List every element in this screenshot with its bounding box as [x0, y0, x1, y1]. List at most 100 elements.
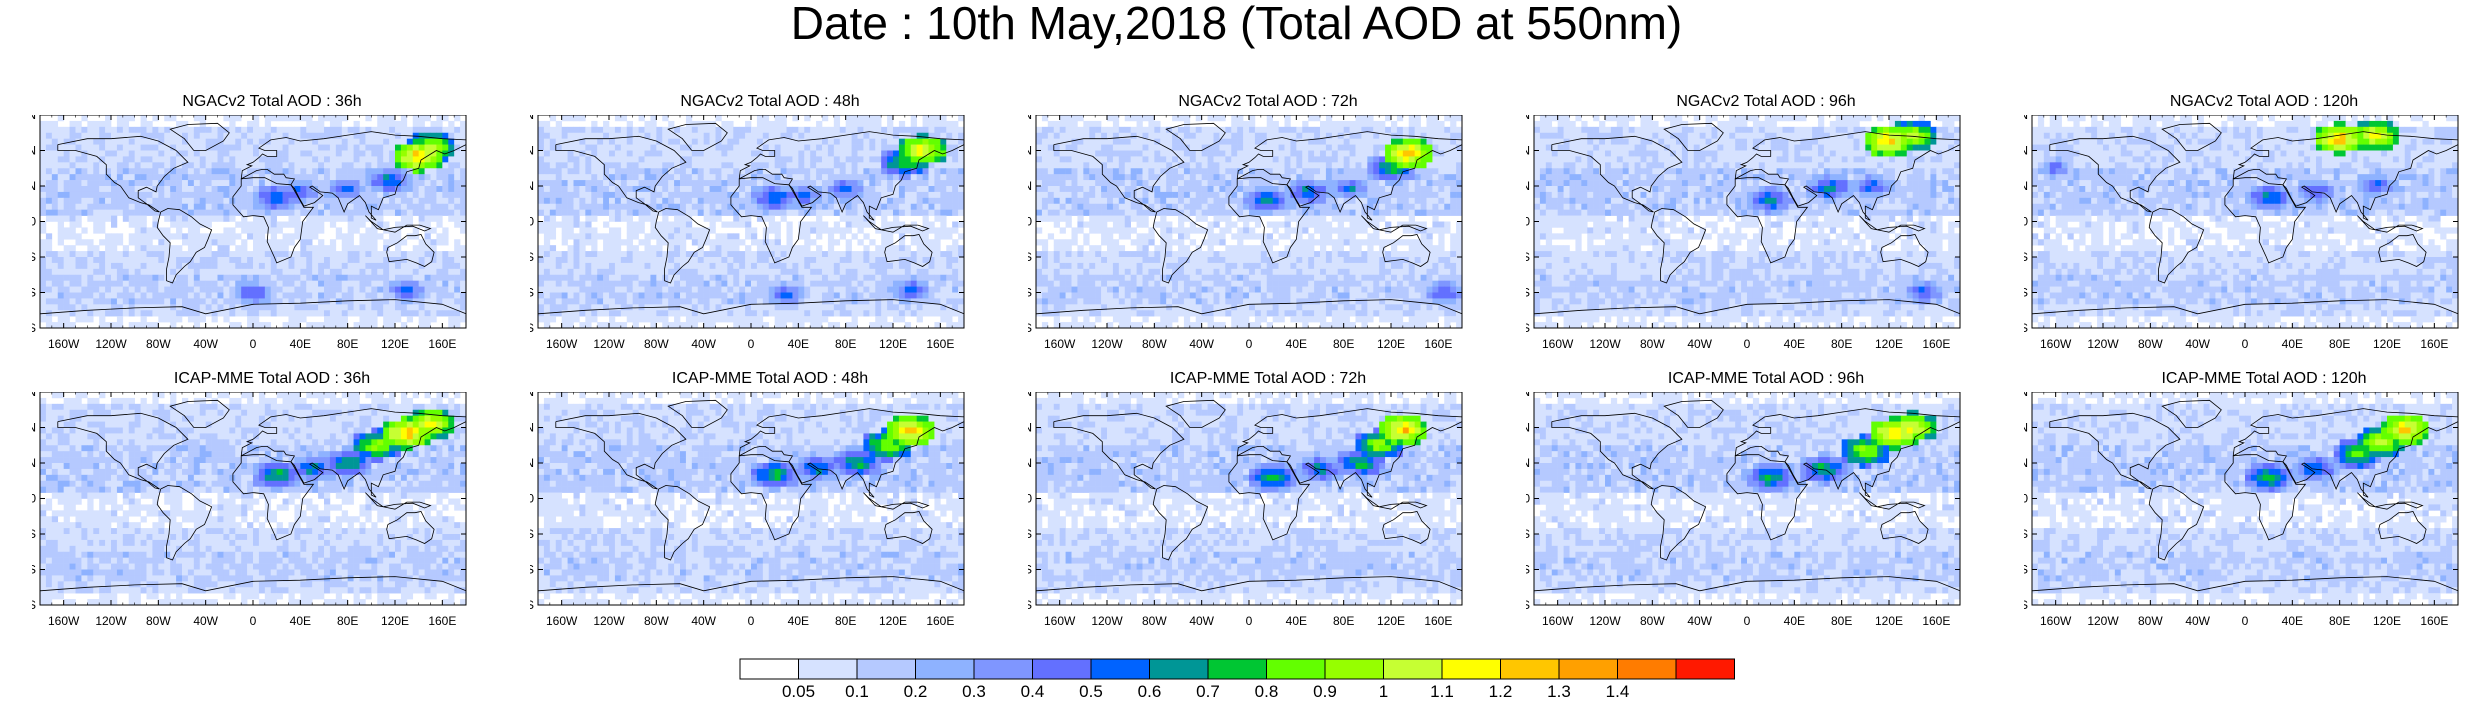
lon-tick-label: 120W	[593, 614, 625, 628]
lat-tick-label: 90N	[1028, 392, 1032, 399]
lat-tick-label: 60N	[1526, 144, 1530, 158]
colorbar-label: 1.2	[1489, 682, 1513, 701]
lon-tick-label: 40E	[2282, 337, 2303, 351]
lon-tick-label: 120E	[2373, 337, 2401, 351]
panel-title: NGACv2 Total AOD : 96h	[1526, 93, 2006, 111]
lon-tick-label: 80W	[644, 614, 669, 628]
lat-tick-label: 90N	[32, 115, 36, 122]
lon-tick-label: 80E	[2329, 614, 2350, 628]
colorbar-label: 0.8	[1255, 682, 1279, 701]
lon-tick-label: 120W	[593, 337, 625, 351]
panel-title: ICAP-MME Total AOD : 36h	[32, 370, 512, 388]
lat-tick-label: 30S	[32, 250, 36, 264]
lon-tick-label: 0	[2242, 337, 2249, 351]
panel-title: NGACv2 Total AOD : 72h	[1028, 93, 1508, 111]
lon-tick-label: 0	[250, 337, 257, 351]
aod-map: 90N 60N 30N 0 30S 60S 90S 160W 120W 80W 40W 0 40E 80E…	[1526, 115, 1961, 351]
colorbar-label: 1.3	[1547, 682, 1571, 701]
lon-tick-label: 40E	[1286, 614, 1307, 628]
lon-tick-label: 80W	[1142, 614, 1167, 628]
lon-tick-label: 120E	[879, 337, 907, 351]
lon-tick-label: 40E	[1784, 337, 1805, 351]
figure-title: Date : 10th May,2018 (Total AOD at 550nm…	[0, 0, 2473, 46]
lon-tick-label: 120W	[1091, 337, 1123, 351]
lon-tick-label: 160W	[1044, 337, 1076, 351]
colorbar-swatch	[1383, 658, 1443, 680]
colorbar-swatch	[1090, 658, 1150, 680]
lat-tick-label: 90S	[2024, 598, 2028, 612]
lon-tick-label: 40W	[1687, 337, 1712, 351]
lat-tick-label: 0	[2024, 215, 2028, 229]
lat-tick-label: 60N	[1028, 421, 1032, 435]
lat-tick-label: 90S	[530, 598, 534, 612]
map-panel-icap-mme-120h: ICAP-MME Total AOD : 120h 90N 60N 30N 0 30S 6…	[2024, 370, 2473, 635]
colorbar-swatch	[1441, 658, 1501, 680]
lon-tick-label: 120E	[381, 337, 409, 351]
panel-title: NGACv2 Total AOD : 36h	[32, 93, 512, 111]
lat-tick-label: 0	[530, 215, 534, 229]
lat-tick-label: 90S	[1028, 598, 1032, 612]
lat-tick-label: 90N	[530, 392, 534, 399]
colorbar-swatch	[798, 658, 858, 680]
lon-tick-label: 160W	[1044, 614, 1076, 628]
lon-tick-label: 120W	[2087, 614, 2119, 628]
lat-tick-label: 30S	[1526, 527, 1530, 541]
colorbar-swatch	[1324, 658, 1384, 680]
lat-tick-label: 0	[1526, 492, 1530, 506]
lat-tick-label: 90S	[1526, 321, 1530, 335]
lon-tick-label: 80E	[1333, 337, 1354, 351]
lat-tick-label: 90S	[1526, 598, 1530, 612]
lat-tick-label: 30S	[32, 527, 36, 541]
map-panel-icap-mme-72h: ICAP-MME Total AOD : 72h 90N 60N 30N 0 30S 60…	[1028, 370, 1508, 635]
lat-tick-label: 60N	[1526, 421, 1530, 435]
colorbar-label: 0.7	[1196, 682, 1220, 701]
lat-tick-label: 60N	[1028, 144, 1032, 158]
lat-tick-label: 60S	[1526, 286, 1530, 300]
panel-title: ICAP-MME Total AOD : 48h	[530, 370, 1010, 388]
lon-tick-label: 0	[1744, 337, 1751, 351]
lon-tick-label: 40W	[2185, 614, 2210, 628]
lon-tick-label: 80E	[1831, 614, 1852, 628]
lon-tick-label: 80W	[146, 614, 171, 628]
map-panel-ngacv2-96h: NGACv2 Total AOD : 96h 90N60N30N030S60S9…	[1526, 93, 2006, 358]
lon-tick-label: 80E	[835, 337, 856, 351]
lat-tick-label: 90N	[32, 392, 36, 399]
lon-tick-label: 0	[1246, 614, 1253, 628]
lat-tick-label: 30N	[1526, 179, 1530, 193]
lon-tick-label: 40W	[193, 337, 218, 351]
lon-tick-label: 40E	[1784, 614, 1805, 628]
lon-tick-label: 160W	[1542, 614, 1574, 628]
lon-tick-label: 80W	[146, 337, 171, 351]
lon-tick-label: 80E	[1831, 337, 1852, 351]
lat-tick-label: 30S	[2024, 250, 2028, 264]
colorbar-label: 0.5	[1079, 682, 1103, 701]
lat-tick-label: 60N	[2024, 144, 2028, 158]
panel-title: NGACv2 Total AOD : 48h	[530, 93, 1010, 111]
colorbar-swatch	[1266, 658, 1326, 680]
colorbar-swatch	[1617, 658, 1677, 680]
lon-tick-label: 80E	[337, 337, 358, 351]
colorbar-swatch	[1500, 658, 1560, 680]
lat-tick-label: 60S	[1028, 563, 1032, 577]
map-panel-icap-mme-48h: ICAP-MME Total AOD : 48h 90N 60N 30N 0 30S 60…	[530, 370, 1010, 635]
lat-tick-label: 30S	[2024, 527, 2028, 541]
lat-tick-label: 60N	[530, 421, 534, 435]
lon-tick-label: 160E	[428, 337, 456, 351]
panel-title: ICAP-MME Total AOD : 96h	[1526, 370, 2006, 388]
lon-tick-label: 160E	[2420, 614, 2448, 628]
lon-tick-label: 160E	[428, 614, 456, 628]
lon-tick-label: 40W	[691, 337, 716, 351]
lat-tick-label: 0	[1028, 215, 1032, 229]
lon-tick-label: 0	[2242, 614, 2249, 628]
colorbar-label: 0.1	[845, 682, 869, 701]
lat-tick-label: 90N	[1526, 115, 1530, 122]
lon-tick-label: 80E	[2329, 337, 2350, 351]
lat-tick-label: 90S	[1028, 321, 1032, 335]
lon-tick-label: 80E	[337, 614, 358, 628]
lat-tick-label: 60S	[2024, 286, 2028, 300]
lat-tick-label: 0	[1526, 215, 1530, 229]
lat-tick-label: 90N	[530, 115, 534, 122]
lon-tick-label: 120E	[381, 614, 409, 628]
lon-tick-label: 40W	[2185, 337, 2210, 351]
colorbar-swatch	[1558, 658, 1618, 680]
